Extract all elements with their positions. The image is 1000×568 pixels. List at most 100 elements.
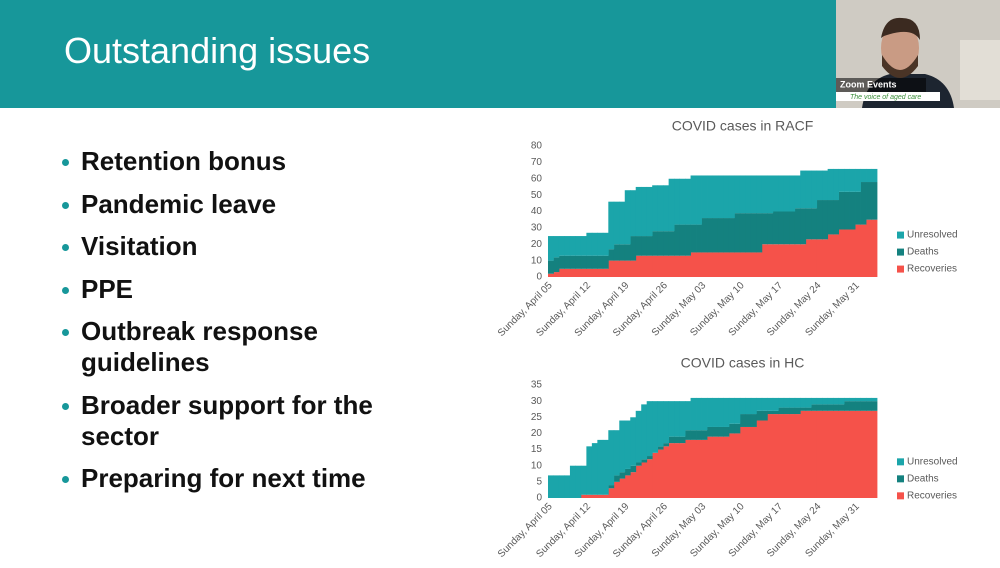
- area-step: [772, 244, 779, 277]
- area-step: [674, 443, 680, 498]
- bullet: Preparing for next time: [60, 463, 426, 494]
- area-step: [734, 175, 741, 214]
- area-step: [635, 410, 642, 463]
- area-step: [679, 224, 686, 256]
- area-step: [646, 186, 653, 237]
- area-step: [728, 433, 735, 498]
- legend-swatch: [897, 265, 904, 273]
- area-step: [739, 252, 746, 277]
- legend-label: Deaths: [907, 247, 939, 258]
- bullet: PPE: [60, 274, 426, 305]
- area-step: [591, 255, 598, 269]
- area-step: [597, 255, 604, 269]
- area-step: [630, 236, 637, 261]
- area-step: [674, 178, 680, 225]
- y-tick-label: 5: [536, 476, 542, 487]
- area-step: [816, 239, 823, 277]
- legend-label: Recoveries: [907, 490, 957, 501]
- area-step: [717, 252, 724, 277]
- area-step: [707, 175, 713, 219]
- area-step: [641, 462, 648, 498]
- y-tick-label: 80: [531, 141, 543, 152]
- area-step: [745, 426, 752, 498]
- area-step: [794, 208, 801, 245]
- area-step: [778, 407, 785, 415]
- area-step: [783, 414, 790, 498]
- area-step: [608, 485, 615, 489]
- area-step: [717, 436, 724, 498]
- area-step: [805, 407, 812, 411]
- area-step: [833, 234, 840, 277]
- area-step: [602, 232, 609, 256]
- y-tick-label: 15: [531, 444, 543, 455]
- area-step: [778, 414, 785, 498]
- area-step: [811, 404, 818, 411]
- area-step: [569, 465, 576, 498]
- video-label-bg: [836, 78, 926, 92]
- area-step: [591, 494, 598, 498]
- area-step: [849, 397, 856, 402]
- area-step: [663, 231, 670, 256]
- area-step: [756, 175, 763, 214]
- area-step: [613, 244, 620, 261]
- area-step: [811, 170, 818, 209]
- area-step: [728, 252, 735, 277]
- area-step: [602, 439, 609, 495]
- area-step: [668, 178, 675, 232]
- area-step: [849, 191, 856, 230]
- area-step: [685, 178, 691, 225]
- area-step: [734, 397, 741, 424]
- video-label: Zoom Events: [840, 79, 897, 89]
- area-step: [750, 213, 757, 253]
- area-step: [849, 168, 856, 192]
- area-step: [800, 407, 807, 411]
- area-step: [838, 410, 845, 498]
- area-step: [739, 213, 746, 253]
- area-step: [750, 426, 757, 498]
- area-step: [860, 410, 867, 498]
- area-step: [723, 436, 730, 498]
- legend-swatch: [897, 492, 904, 500]
- area-step: [723, 397, 730, 427]
- area-step: [690, 430, 697, 440]
- area-step: [816, 397, 823, 405]
- area-step: [657, 255, 664, 277]
- y-tick-label: 10: [531, 255, 543, 266]
- area-step: [646, 401, 653, 457]
- area-step: [734, 252, 741, 277]
- area-step: [844, 401, 850, 411]
- area-step: [619, 201, 626, 245]
- area-step: [679, 436, 686, 444]
- area-step: [685, 224, 691, 256]
- legend-swatch: [897, 475, 904, 483]
- area-step: [657, 446, 664, 450]
- area-step: [822, 170, 829, 201]
- area-step: [778, 397, 785, 408]
- area-step: [772, 414, 779, 498]
- area-step: [564, 255, 571, 269]
- area-step: [860, 397, 867, 402]
- area-step: [767, 175, 774, 214]
- area-step: [641, 236, 648, 256]
- area-step: [674, 401, 680, 437]
- area-step: [739, 175, 746, 214]
- area-step: [619, 420, 626, 473]
- area-step: [707, 397, 713, 427]
- area-step: [767, 410, 774, 415]
- area-step: [674, 255, 680, 277]
- area-step: [696, 175, 702, 225]
- area-step: [717, 426, 724, 437]
- chart-title: COVID cases in HC: [681, 355, 805, 371]
- area-step: [690, 397, 697, 431]
- bullet: Visitation: [60, 231, 426, 262]
- area-step: [701, 439, 708, 498]
- area-step: [805, 170, 812, 209]
- person-beard: [882, 55, 918, 78]
- area-step: [646, 236, 653, 256]
- area-step: [849, 401, 856, 411]
- area-step: [602, 494, 609, 498]
- area-step: [833, 410, 840, 498]
- area-step: [548, 236, 554, 261]
- area-step: [685, 401, 691, 431]
